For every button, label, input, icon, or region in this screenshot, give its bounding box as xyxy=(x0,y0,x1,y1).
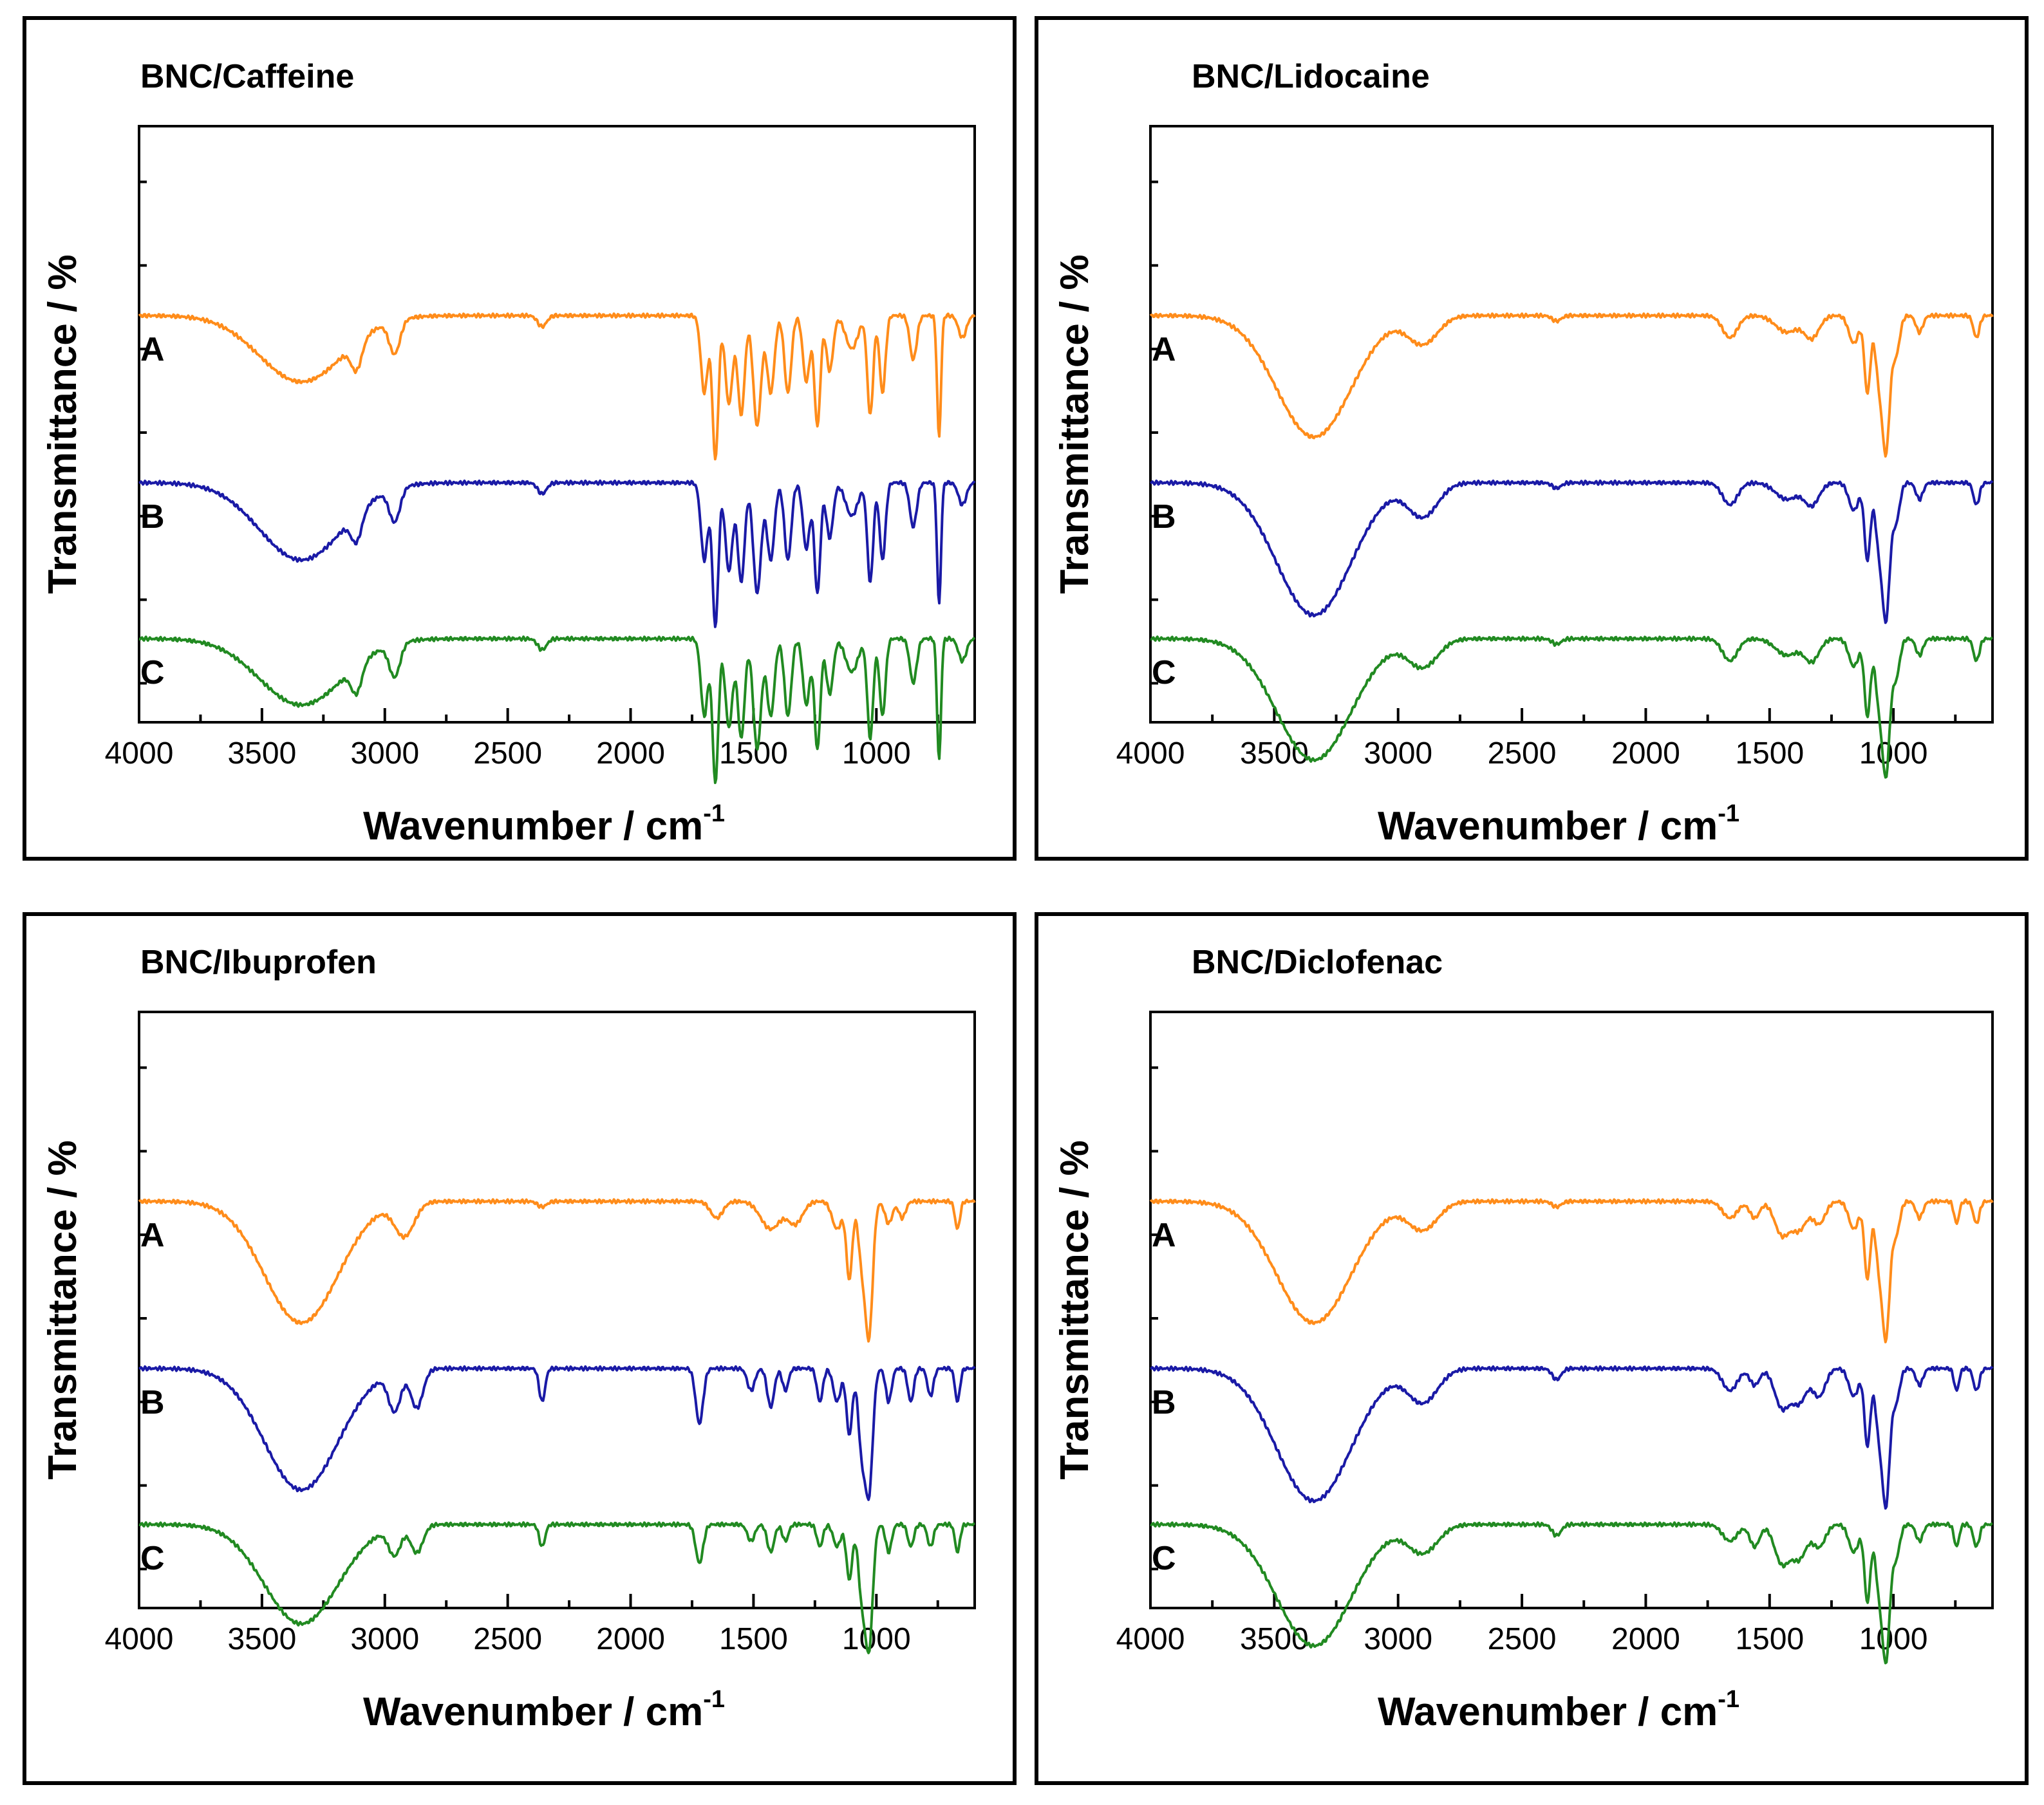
x-axis-label: Wavenumber / cm-1 xyxy=(363,1686,725,1734)
x-tick-label: 4000 xyxy=(105,736,174,771)
x-axis-label-superscript: -1 xyxy=(1718,1686,1739,1713)
panel-title: BNC/Caffeine xyxy=(140,58,354,95)
panel-bnc-diclofenac: BNC/Diclofenac 4000 3500 3000 2500 2000 1500 10… xyxy=(1035,912,2029,1785)
panel-title: BNC/Diclofenac xyxy=(1192,944,1443,981)
series-a-label: A xyxy=(1152,331,1176,368)
panel-title: BNC/Lidocaine xyxy=(1192,58,1430,95)
series-a-label: A xyxy=(140,331,165,368)
x-axis-label: Wavenumber / cm-1 xyxy=(363,800,725,848)
panel-bnc-ibuprofen: BNC/Ibuprofen 4000 3500 3000 2500 2000 1500 100… xyxy=(23,912,1017,1785)
series-c-label: C xyxy=(140,1540,165,1577)
x-tick-label: 3500 xyxy=(1240,736,1309,771)
x-axis-label: Wavenumber / cm-1 xyxy=(1378,800,1739,848)
series-c-line xyxy=(138,635,976,785)
x-tick-label: 2500 xyxy=(473,736,542,771)
x-tick-label: 1000 xyxy=(1859,1622,1928,1656)
series-b-line xyxy=(138,1365,976,1501)
x-tick-label: 3000 xyxy=(1364,1622,1432,1656)
x-tick-label: 1500 xyxy=(1735,1622,1804,1656)
series-c-line xyxy=(1150,1521,1993,1665)
series-b-label: B xyxy=(140,498,165,536)
x-axis-label-superscript: -1 xyxy=(1718,800,1739,827)
series-b-label: B xyxy=(1152,1384,1176,1421)
plot-area xyxy=(1149,1011,1994,1609)
series-a-line xyxy=(138,312,976,461)
x-tick-label: 4000 xyxy=(1116,1622,1185,1656)
series-b-line xyxy=(1150,479,1994,624)
y-axis-label: Transmittance / % xyxy=(41,254,85,594)
x-tick-label: 1000 xyxy=(842,1622,911,1656)
plot-area xyxy=(138,1011,976,1609)
panel-frame xyxy=(23,912,1017,1785)
x-tick-label: 2000 xyxy=(1611,736,1680,771)
y-axis-label: Transmittance / % xyxy=(1053,254,1097,594)
panel-bnc-lidocaine: BNC/Lidocaine 4000 3500 3000 2500 2000 1500 100… xyxy=(1035,16,2029,861)
x-tick-label: 2000 xyxy=(596,736,665,771)
x-tick-label: 2500 xyxy=(1488,736,1557,771)
x-tick-label: 1500 xyxy=(719,1622,788,1656)
x-tick-label: 1000 xyxy=(842,736,911,771)
x-tick-label: 4000 xyxy=(105,1622,174,1656)
y-axis-label: Transmittance / % xyxy=(41,1140,85,1479)
panel-frame xyxy=(23,16,1017,861)
series-b-line xyxy=(1150,1365,1994,1510)
x-tick-label: 3500 xyxy=(227,736,296,771)
panel-bnc-caffeine: BNC/Caffeine 4000 3500 3000 2500 2000 1500 1000… xyxy=(23,16,1017,861)
y-axis-label: Transmittance / % xyxy=(1053,1140,1097,1479)
series-b-label: B xyxy=(1152,498,1176,536)
series-c-line xyxy=(1150,635,1993,779)
series-c-line xyxy=(138,1521,975,1654)
series-a-label: A xyxy=(1152,1217,1176,1254)
x-axis-label-text: Wavenumber / cm xyxy=(363,804,703,848)
series-a-label: A xyxy=(140,1217,165,1254)
panel-title: BNC/Ibuprofen xyxy=(140,944,377,981)
x-tick-label: 3000 xyxy=(350,1622,419,1656)
plot-area xyxy=(1149,125,1994,724)
x-axis-label-text: Wavenumber / cm xyxy=(1378,804,1718,848)
x-tick-label: 3500 xyxy=(227,1622,296,1656)
x-axis-label-text: Wavenumber / cm xyxy=(1378,1690,1718,1734)
x-tick-label: 1500 xyxy=(719,736,788,771)
panel-frame xyxy=(1035,912,2029,1785)
x-tick-label: 3000 xyxy=(350,736,419,771)
plot-area xyxy=(138,125,976,724)
series-a-line xyxy=(138,1198,976,1343)
x-tick-label: 4000 xyxy=(1116,736,1185,771)
x-tick-label: 3500 xyxy=(1240,1622,1309,1656)
series-b-label: B xyxy=(140,1384,165,1421)
x-tick-label: 2000 xyxy=(596,1622,665,1656)
series-c-label: C xyxy=(140,654,165,691)
x-tick-label: 1000 xyxy=(1859,736,1928,771)
panel-frame xyxy=(1035,16,2029,861)
series-a-line xyxy=(1149,312,1994,458)
x-tick-label: 2500 xyxy=(1488,1622,1557,1656)
x-axis-label: Wavenumber / cm-1 xyxy=(1378,1686,1739,1734)
x-tick-label: 2000 xyxy=(1611,1622,1680,1656)
x-axis-label-superscript: -1 xyxy=(703,1686,725,1713)
series-a-line xyxy=(1149,1198,1994,1343)
x-tick-label: 2500 xyxy=(473,1622,542,1656)
x-axis-label-text: Wavenumber / cm xyxy=(363,1690,703,1734)
x-axis-label-superscript: -1 xyxy=(703,800,725,827)
series-c-label: C xyxy=(1152,1540,1176,1577)
x-tick-label: 3000 xyxy=(1364,736,1432,771)
x-tick-label: 1500 xyxy=(1735,736,1804,771)
series-b-line xyxy=(138,479,976,628)
series-c-label: C xyxy=(1152,654,1176,691)
